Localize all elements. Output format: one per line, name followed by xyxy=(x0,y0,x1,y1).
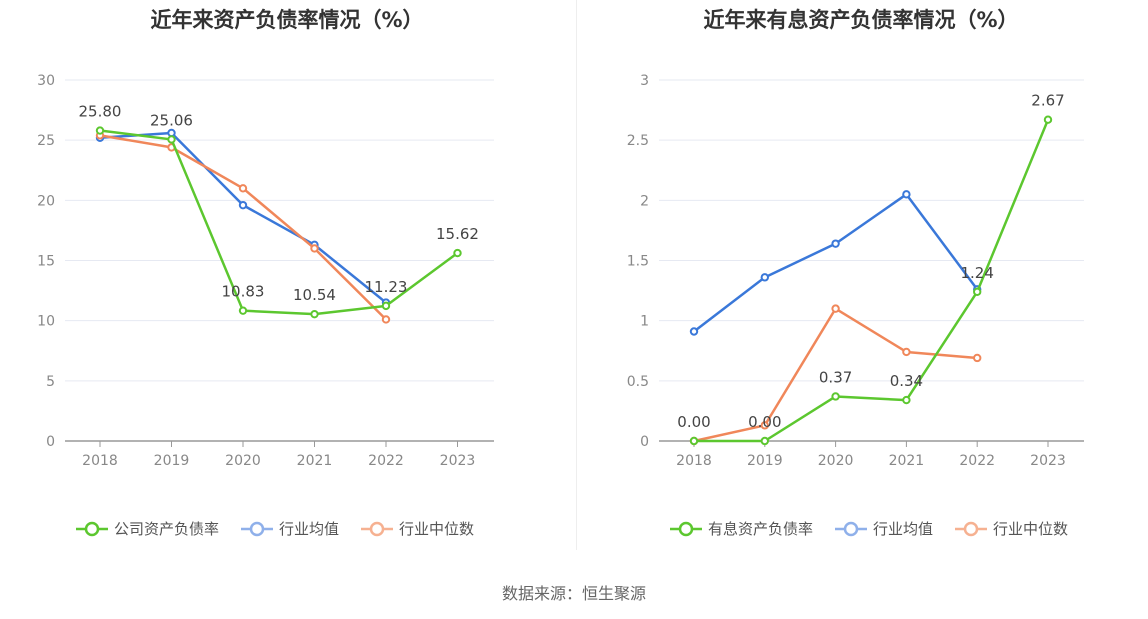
x-tick-label: 2022 xyxy=(368,453,404,469)
legend-swatch xyxy=(955,521,987,536)
data-label: 0.00 xyxy=(748,413,781,431)
data-point xyxy=(1043,115,1053,124)
data-point xyxy=(238,200,248,210)
legend-marker xyxy=(249,521,265,536)
y-tick-label: 0 xyxy=(46,434,55,450)
legend-swatch xyxy=(669,521,702,536)
line-chart-asset-liability: 0 5 10 15 20 25 30 2018 2019 2020 2021 2022 2023 25.8… xyxy=(37,73,494,469)
legend-marker xyxy=(369,521,385,536)
x-tick-label: 2021 xyxy=(297,453,333,469)
data-point xyxy=(831,392,840,401)
legend-item[interactable]: 行业中位数 xyxy=(361,518,474,539)
data-source-note: 数据来源：恒生聚源 xyxy=(501,584,646,603)
data-point xyxy=(381,315,391,324)
data-point xyxy=(381,301,391,311)
legend-marker xyxy=(678,521,694,536)
legend-marker xyxy=(84,521,100,536)
data-label: 11.23 xyxy=(365,278,408,296)
legend-swatch xyxy=(834,521,867,536)
data-point xyxy=(831,239,840,248)
data-point xyxy=(902,347,911,357)
chart-legend: 公司资产负债率 行业均值 行业中位数 xyxy=(0,518,562,539)
series-line-0 xyxy=(99,129,459,316)
y-tick-label: 2.5 xyxy=(627,133,649,149)
data-point xyxy=(95,126,105,135)
data-point xyxy=(689,436,699,446)
data-point xyxy=(238,184,248,193)
legend-item[interactable]: 行业均值 xyxy=(240,518,339,539)
legend-marker xyxy=(843,521,859,536)
y-tick-label: 1 xyxy=(640,314,649,330)
y-tick-label: 15 xyxy=(37,254,55,270)
legend-item[interactable]: 行业中位数 xyxy=(955,518,1068,539)
data-point xyxy=(831,304,840,313)
legend-label: 行业中位数 xyxy=(399,520,475,538)
x-tick-label: 2022 xyxy=(959,453,995,469)
y-tick-label: 0 xyxy=(640,434,649,450)
data-point xyxy=(760,436,770,446)
y-tick-label: 10 xyxy=(37,314,55,330)
legend-label: 行业均值 xyxy=(872,520,933,538)
chart-title: 近年来资产负债率情况（%） xyxy=(150,8,424,32)
data-point xyxy=(167,128,176,138)
data-label: 25.06 xyxy=(150,111,193,129)
legend-item[interactable]: 行业均值 xyxy=(834,518,933,539)
legend-swatch xyxy=(75,521,108,536)
x-tick-label: 2020 xyxy=(818,453,854,469)
data-label: 25.80 xyxy=(79,103,122,121)
line-chart-interest-bearing-liability: 0 0.5 1 1.5 2 2.5 3 2018 2019 2020 2021 2022 2023 0.0… xyxy=(627,73,1084,469)
legend-label: 行业中位数 xyxy=(993,520,1069,538)
chart-panel-left: 近年来资产负债率情况（%） 0 5 10 15 20 25 30 2018 2019 2020 20… xyxy=(0,0,574,560)
data-label: 2.67 xyxy=(1031,92,1064,110)
data-point xyxy=(689,327,699,336)
x-tick-label: 2018 xyxy=(676,453,712,469)
data-label: 0.37 xyxy=(819,368,852,386)
legend-item[interactable]: 有息资产负债率 xyxy=(669,518,813,539)
chart-panel-right: 近年来有息资产负债率情况（%） 0 0.5 1 1.5 2 2.5 3 2018 2019 202… xyxy=(574,0,1148,560)
legend-swatch xyxy=(240,521,273,536)
data-label: 0.34 xyxy=(890,372,923,390)
legend-label: 行业均值 xyxy=(278,520,339,538)
data-point xyxy=(760,273,770,282)
y-tick-label: 20 xyxy=(37,193,55,209)
data-point xyxy=(902,395,911,405)
data-label: 1.24 xyxy=(960,264,993,282)
data-point xyxy=(310,244,319,253)
x-tick-label: 2019 xyxy=(154,453,190,469)
data-label: 10.83 xyxy=(222,283,265,301)
y-tick-label: 30 xyxy=(37,73,55,89)
data-label: 15.62 xyxy=(436,225,479,243)
data-label: 10.54 xyxy=(293,286,336,304)
x-tick-label: 2021 xyxy=(889,453,925,469)
data-point xyxy=(973,287,982,296)
x-tick-label: 2023 xyxy=(1030,453,1066,469)
legend-marker xyxy=(963,521,979,536)
y-tick-label: 2 xyxy=(640,193,649,209)
data-label: 0.00 xyxy=(677,413,710,431)
y-tick-label: 25 xyxy=(37,133,55,149)
data-point xyxy=(310,309,319,319)
y-tick-label: 3 xyxy=(640,73,649,89)
x-tick-label: 2023 xyxy=(440,453,476,469)
chart-title: 近年来有息资产负债率情况（%） xyxy=(703,8,1019,32)
data-point xyxy=(760,421,770,430)
legend-label: 有息资产负债率 xyxy=(707,520,813,538)
chart-legend: 有息资产负债率 行业均值 行业中位数 xyxy=(582,518,1148,539)
x-tick-label: 2019 xyxy=(747,453,783,469)
series-line-0 xyxy=(694,119,1050,443)
panel-divider xyxy=(576,0,577,550)
data-point xyxy=(973,353,982,363)
x-tick-label: 2018 xyxy=(82,453,118,469)
y-tick-label: 1.5 xyxy=(627,254,649,270)
x-tick-label: 2020 xyxy=(225,453,261,469)
legend-label: 公司资产负债率 xyxy=(113,520,219,538)
y-tick-label: 0.5 xyxy=(627,374,649,390)
data-point xyxy=(167,135,176,144)
data-point xyxy=(902,190,911,199)
data-point xyxy=(238,306,248,315)
data-point xyxy=(453,248,462,258)
legend-swatch xyxy=(361,521,393,536)
y-tick-label: 5 xyxy=(46,374,55,390)
legend-item[interactable]: 公司资产负债率 xyxy=(75,518,219,539)
